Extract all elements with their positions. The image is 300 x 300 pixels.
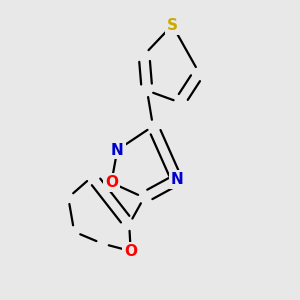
Text: N: N xyxy=(170,172,183,187)
Text: O: O xyxy=(124,244,137,259)
Text: O: O xyxy=(105,175,118,190)
Text: S: S xyxy=(167,18,178,33)
Text: N: N xyxy=(111,142,124,158)
